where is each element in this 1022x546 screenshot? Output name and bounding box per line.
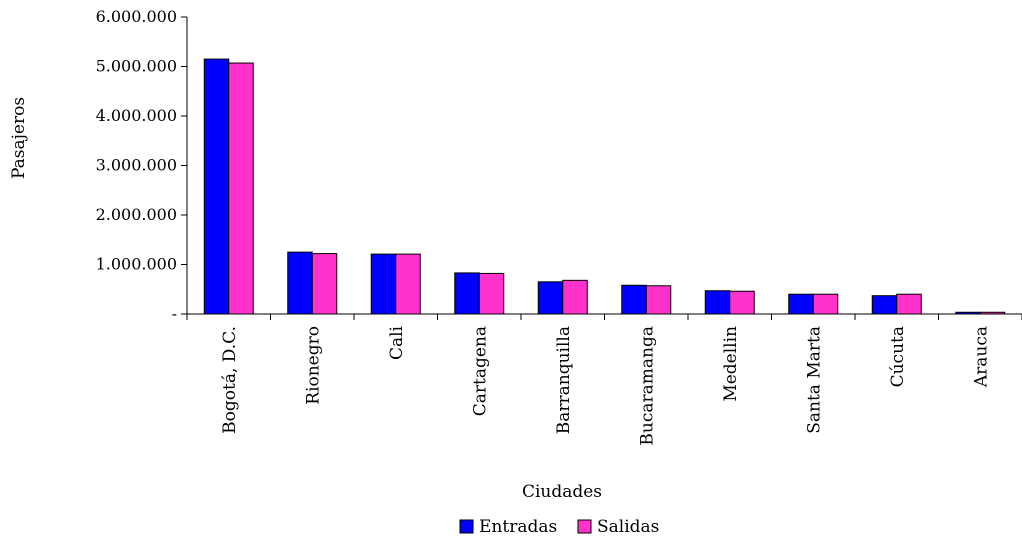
legend-swatch-entradas [459, 519, 474, 534]
bar-entradas-7 [788, 293, 814, 315]
bar-entradas-0 [203, 58, 230, 315]
x-tick-label: Arauca [971, 326, 991, 388]
bar-salidas-4 [562, 279, 588, 315]
x-axis: Bogotá, D.C. Rionegro Cali Cartagena Barranq… [186, 313, 1022, 446]
bar-entradas-1 [287, 251, 313, 315]
y-axis: - 1.000.000 2.000.000 3.000.000 4.000.000 5.0… [96, 7, 188, 323]
y-tick-label: 3.000.000 [96, 156, 177, 175]
legend-swatch-salidas [577, 519, 592, 534]
x-tick-label: Bogotá, D.C. [220, 326, 240, 434]
bar-salidas-6 [729, 290, 755, 315]
y-axis-title: Pasajeros [9, 97, 29, 179]
bar-entradas-2 [370, 253, 397, 315]
y-tick-label: 2.000.000 [96, 205, 177, 224]
legend-label-salidas: Salidas [597, 517, 659, 537]
bars [203, 58, 1006, 315]
y-tick-label: - [172, 304, 177, 323]
y-tick-label: 6.000.000 [96, 7, 177, 26]
x-tick-label: Rionegro [303, 326, 323, 405]
x-tick-label: Cartagena [470, 326, 490, 416]
x-tick-label: Cali [387, 325, 407, 360]
bar-salidas-5 [645, 285, 672, 315]
y-tick-label: 5.000.000 [96, 57, 177, 76]
legend-label-entradas: Entradas [479, 517, 557, 537]
bar-salidas-7 [812, 293, 839, 315]
bar-entradas-5 [621, 284, 647, 315]
x-tick-label: Bucaramanga [637, 326, 657, 446]
legend: Entradas Salidas [459, 517, 659, 537]
bar-salidas-3 [478, 272, 505, 315]
bar-entradas-3 [454, 272, 480, 315]
bar-entradas-6 [704, 290, 731, 315]
y-tick-label: 4.000.000 [96, 106, 177, 125]
x-tick-label: Medellin [721, 326, 741, 402]
x-tick-label: Barranquilla [554, 326, 574, 434]
x-tick-label: Santa Marta [804, 326, 824, 434]
bar-salidas-0 [228, 62, 254, 315]
bar-salidas-8 [896, 293, 922, 315]
bar-entradas-8 [871, 295, 898, 315]
y-tick-label: 1.000.000 [96, 255, 177, 274]
bar-salidas-1 [311, 253, 338, 315]
bar-salidas-2 [395, 253, 421, 315]
x-tick-label: Cúcuta [888, 326, 908, 387]
bar-entradas-4 [537, 281, 564, 315]
x-axis-title: Ciudades [522, 482, 602, 502]
